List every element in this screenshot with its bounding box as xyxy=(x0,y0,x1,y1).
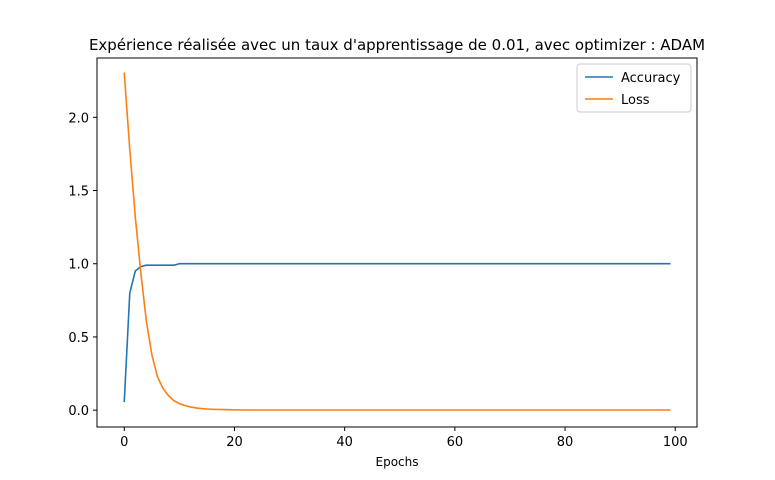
y-tick-label: 0.0 xyxy=(68,404,89,419)
legend-box xyxy=(576,63,692,113)
legend-label-accuracy: Accuracy xyxy=(621,71,681,86)
y-tick-label: 1.0 xyxy=(68,258,89,273)
x-tick-label: 60 xyxy=(447,435,464,450)
series-line-loss xyxy=(123,72,671,411)
x-tick-label: 40 xyxy=(336,435,353,450)
y-tick-label: 0.5 xyxy=(68,331,89,346)
legend: Accuracy Loss xyxy=(576,63,692,113)
series-line-accuracy xyxy=(123,262,671,403)
axes-layer: 0 20 40 60 80 100 0.0 0.5 1.0 1.5 2.0 xyxy=(68,57,698,450)
y-tick-label: 1.5 xyxy=(68,185,89,200)
x-tick-label: 80 xyxy=(557,435,574,450)
y-tick-label: 2.0 xyxy=(68,111,89,126)
chart-title: Expérience réalisée avec un taux d'appre… xyxy=(89,36,705,54)
plot-frame xyxy=(96,57,698,428)
legend-label-loss: Loss xyxy=(621,93,650,108)
x-tick-label: 0 xyxy=(120,435,128,450)
series-layer xyxy=(123,72,671,411)
x-tick-label: 20 xyxy=(226,435,243,450)
x-tick-label: 100 xyxy=(663,435,688,450)
x-axis-label: Epochs xyxy=(376,455,419,469)
